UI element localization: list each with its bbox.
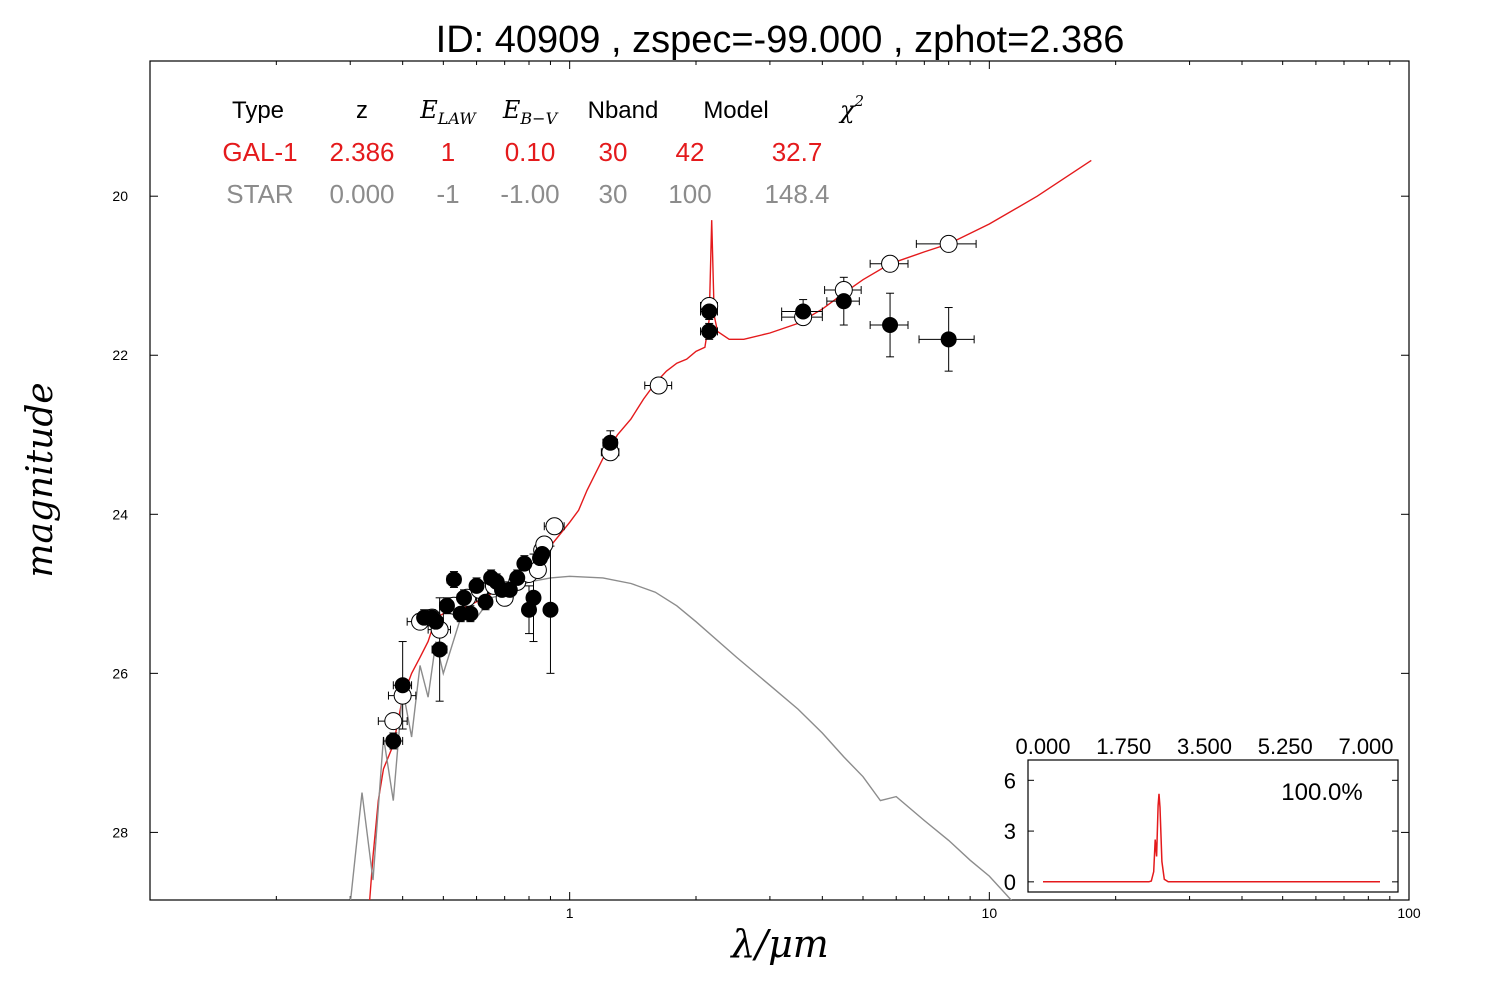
x-tick-label: 10 <box>982 905 998 921</box>
model-magnitude-point <box>384 712 403 731</box>
observed-magnitude-point <box>882 317 899 334</box>
inset-axis-ticks: 0.000 1.750 3.500 5.250 7.000 0 3 6 <box>1004 734 1398 895</box>
observed-magnitude-point <box>427 613 444 630</box>
inset-x-tick-label: 7.000 <box>1338 734 1393 759</box>
observed-magnitude-point <box>468 577 485 594</box>
galaxy-fit-cell: 32.7 <box>772 137 823 167</box>
photometry-points <box>377 234 977 750</box>
fit-table-header: ELAW <box>419 96 477 128</box>
inset-pdz-curve <box>1043 793 1380 883</box>
fit-table-header: Nband <box>588 97 659 124</box>
star-fit-cell: -1 <box>436 179 459 209</box>
model-magnitude-point <box>545 517 564 536</box>
star-fit-cell: STAR <box>226 179 293 209</box>
observed-magnitude-point <box>431 641 448 658</box>
observed-magnitude-point <box>462 605 479 622</box>
observed-magnitude-point <box>795 303 812 320</box>
observed-magnitude-point <box>394 677 411 694</box>
galaxy-fit-cell: 1 <box>441 137 455 167</box>
galaxy-fit-cell: GAL-1 <box>222 137 297 167</box>
pdz-inset: 0.000 1.750 3.500 5.250 7.000 0 3 6 100.0% <box>1004 734 1399 895</box>
galaxy-fit-cell: 42 <box>676 137 705 167</box>
model-magnitude-point <box>939 234 958 253</box>
y-tick-label: 20 <box>112 188 128 204</box>
y-tick-label: 22 <box>112 347 128 363</box>
star-template-curve <box>349 575 1013 900</box>
observed-magnitude-point <box>534 546 551 563</box>
x-tick-label: 100 <box>1397 905 1421 921</box>
fit-results-table: Type z ELAW EB−V Nband Model χ2 GAL-1 2.386 1 0.10… <box>222 92 864 209</box>
observed-magnitude-point <box>509 569 526 586</box>
inset-y-tick-label: 0 <box>1004 870 1016 895</box>
inset-x-tick-label: 5.250 <box>1258 734 1313 759</box>
star-fit-cell: 100 <box>668 179 711 209</box>
observed-magnitude-point <box>940 331 957 348</box>
galaxy-fit-cell: 2.386 <box>329 137 394 167</box>
inset-y-tick-label: 3 <box>1004 819 1016 844</box>
inset-x-tick-label: 3.500 <box>1177 734 1232 759</box>
pdz-curve <box>1043 793 1380 883</box>
chart-title: ID: 40909 , zspec=-99.000 , zphot=2.386 <box>436 19 1125 61</box>
inset-frame <box>1027 759 1399 893</box>
star-fit-cell: -1.00 <box>500 179 559 209</box>
observed-magnitude-point <box>385 732 402 749</box>
observed-magnitude-point <box>835 293 852 310</box>
inset-x-tick-label: 1.750 <box>1096 734 1151 759</box>
inset-y-tick-label: 6 <box>1004 768 1016 793</box>
y-tick-label: 24 <box>112 506 128 522</box>
observed-magnitude-point <box>438 597 455 614</box>
observed-magnitude-point <box>516 555 533 572</box>
fit-table-header: χ2 <box>838 92 864 124</box>
observed-magnitude-point <box>525 589 542 606</box>
galaxy-fit-cell: 30 <box>599 137 628 167</box>
observed-magnitude-point <box>542 601 559 618</box>
inset-x-tick-label: 0.000 <box>1015 734 1070 759</box>
star-fit-cell: 0.000 <box>329 179 394 209</box>
model-magnitude-point <box>649 376 668 395</box>
x-tick-label: 1 <box>566 905 574 921</box>
observed-magnitude-point <box>445 571 462 588</box>
observed-magnitude-point <box>701 303 718 320</box>
observed-magnitude-point <box>602 434 619 451</box>
fit-table-header: Model <box>703 97 768 124</box>
y-tick-label: 28 <box>112 824 128 840</box>
model-magnitude-point <box>881 254 900 273</box>
y-tick-label: 26 <box>112 665 128 681</box>
galaxy-fit-cell: 0.10 <box>505 137 556 167</box>
inset-annotation: 100.0% <box>1281 779 1362 806</box>
observed-magnitude-point <box>477 593 494 610</box>
observed-magnitude-point <box>501 581 518 598</box>
star-fit-cell: 148.4 <box>764 179 829 209</box>
fit-table-header: EB−V <box>502 96 559 128</box>
y-axis-label: magnitude <box>20 382 61 577</box>
fit-table-header: Type <box>232 97 284 124</box>
x-axis-label: λ/μm <box>729 922 829 966</box>
observed-magnitude-point <box>455 589 472 606</box>
fit-table-header: z <box>356 97 368 124</box>
star-fit-cell: 30 <box>599 179 628 209</box>
observed-magnitude-point <box>701 323 718 340</box>
